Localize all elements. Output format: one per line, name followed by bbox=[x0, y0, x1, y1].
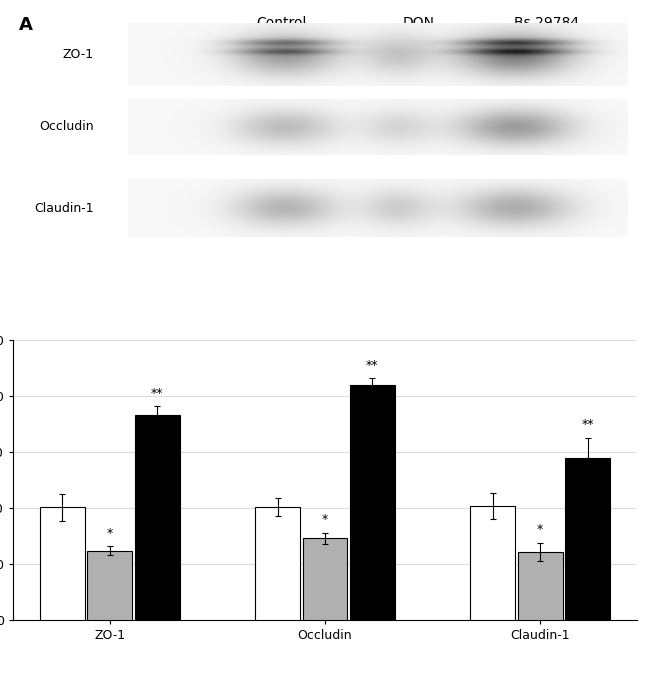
Text: Claudin-1: Claudin-1 bbox=[34, 202, 94, 214]
Bar bbox=[517, 552, 563, 620]
Bar bbox=[40, 507, 85, 620]
Text: ZO-1: ZO-1 bbox=[63, 49, 94, 61]
Bar bbox=[135, 415, 179, 620]
Text: **: ** bbox=[151, 387, 163, 400]
Text: *: * bbox=[107, 526, 113, 539]
Text: *: * bbox=[537, 523, 543, 537]
Text: *: * bbox=[322, 513, 328, 526]
Text: Control: Control bbox=[256, 16, 307, 30]
Bar bbox=[471, 506, 515, 620]
Text: Bs 29784: Bs 29784 bbox=[514, 16, 579, 30]
Text: Occludin: Occludin bbox=[40, 120, 94, 133]
Text: **: ** bbox=[366, 359, 378, 371]
Bar bbox=[255, 507, 300, 620]
Text: A: A bbox=[20, 16, 33, 34]
Bar bbox=[87, 551, 133, 620]
Bar bbox=[565, 458, 610, 620]
Text: DON: DON bbox=[402, 16, 435, 30]
Bar bbox=[302, 539, 348, 620]
Text: **: ** bbox=[581, 418, 593, 431]
Bar bbox=[350, 385, 395, 620]
